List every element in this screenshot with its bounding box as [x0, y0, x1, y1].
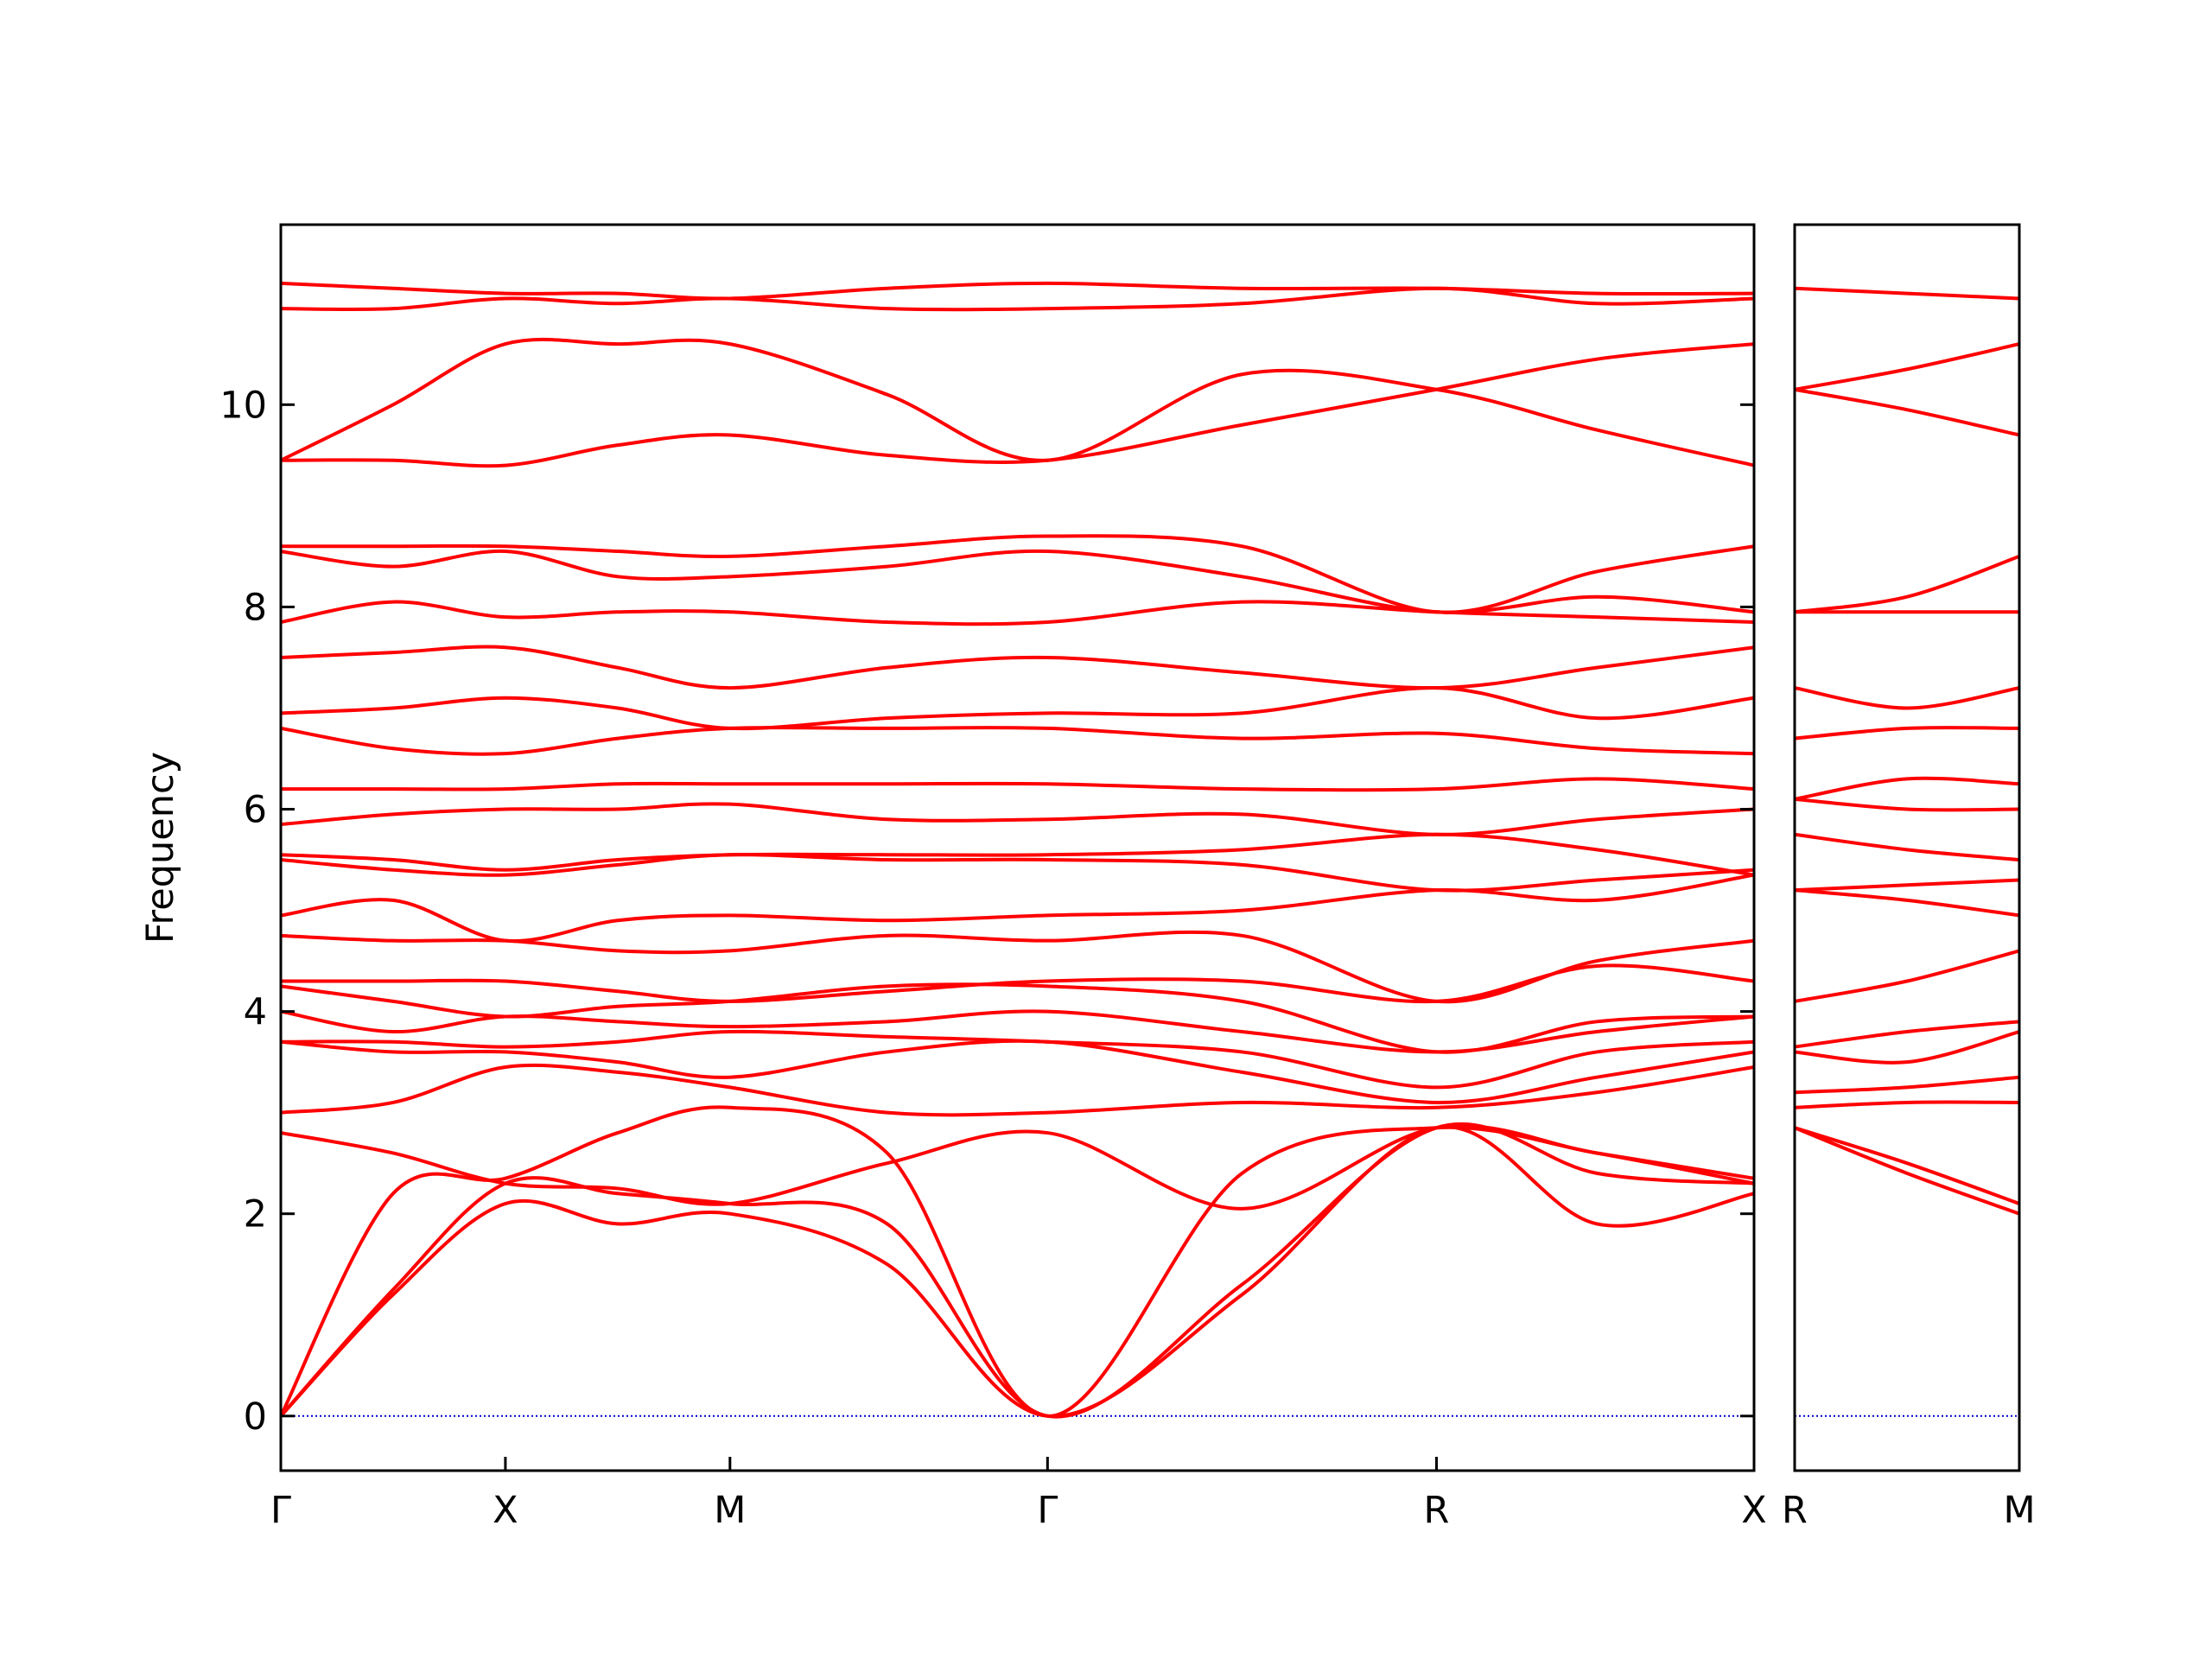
- band-line: [1795, 878, 2019, 893]
- band-line: [281, 1125, 1754, 1418]
- band-line: [281, 1123, 1754, 1211]
- x-tick-label: Γ: [270, 1489, 291, 1532]
- band-line: [281, 1122, 1754, 1419]
- band-line: [1795, 1126, 2019, 1216]
- band-line: [1795, 797, 2019, 812]
- band-line: [1795, 387, 2019, 437]
- band-line: [281, 1105, 1754, 1418]
- band-line: [1795, 832, 2019, 862]
- band-line: [281, 777, 1754, 792]
- band-line: [281, 982, 1754, 1054]
- band-line: [1795, 555, 2019, 614]
- band-line: [1795, 888, 2019, 918]
- band-line: [1795, 1030, 2019, 1065]
- band-line: [281, 342, 1754, 468]
- band-line: [281, 686, 1754, 731]
- band-line: [281, 853, 1754, 893]
- band-line: [1795, 1075, 2019, 1095]
- band-line: [281, 873, 1754, 944]
- x-tick-label: M: [2003, 1489, 2035, 1532]
- x-tick-label: R: [1424, 1489, 1450, 1532]
- x-tick-label: R: [1782, 1489, 1808, 1532]
- band-line: [1795, 726, 2019, 741]
- band-line: [1795, 686, 2019, 710]
- band-line: [281, 1029, 1754, 1090]
- band-line: [281, 963, 1754, 1004]
- band-line: [281, 802, 1754, 836]
- x-tick-label: X: [1741, 1489, 1766, 1532]
- plot-frame: [1793, 223, 2021, 1472]
- band-line: [1795, 286, 2019, 301]
- band-line: [1795, 342, 2019, 391]
- band-line: [281, 930, 1754, 1004]
- plot-frame: [279, 223, 1756, 1472]
- band-line: [1795, 949, 2019, 1003]
- band-line: [281, 549, 1754, 614]
- x-tick-label: M: [714, 1489, 746, 1532]
- band-line: [281, 726, 1754, 756]
- y-tick-label: 2: [244, 1193, 267, 1236]
- y-tick-label: 8: [244, 586, 267, 629]
- band-line: [281, 832, 1754, 877]
- band-line: [281, 534, 1754, 614]
- band-line: [281, 281, 1754, 301]
- band-line: [1795, 1126, 2019, 1205]
- band-line: [1795, 1020, 2019, 1049]
- y-tick-label: 6: [244, 789, 267, 832]
- y-axis-label: Frequency: [139, 752, 182, 944]
- y-tick-label: 10: [219, 384, 267, 427]
- band-line: [1795, 1100, 2019, 1109]
- band-line: [1795, 776, 2019, 801]
- band-line: [281, 286, 1754, 312]
- y-tick-label: 0: [244, 1395, 267, 1439]
- band-line: [281, 337, 1754, 467]
- x-tick-label: Γ: [1037, 1489, 1058, 1532]
- band-line: [281, 600, 1754, 626]
- band-line: [281, 645, 1754, 690]
- y-tick-label: 4: [244, 991, 267, 1034]
- band-line: [281, 1039, 1754, 1104]
- band-line: [281, 1063, 1754, 1117]
- x-tick-label: X: [493, 1489, 518, 1532]
